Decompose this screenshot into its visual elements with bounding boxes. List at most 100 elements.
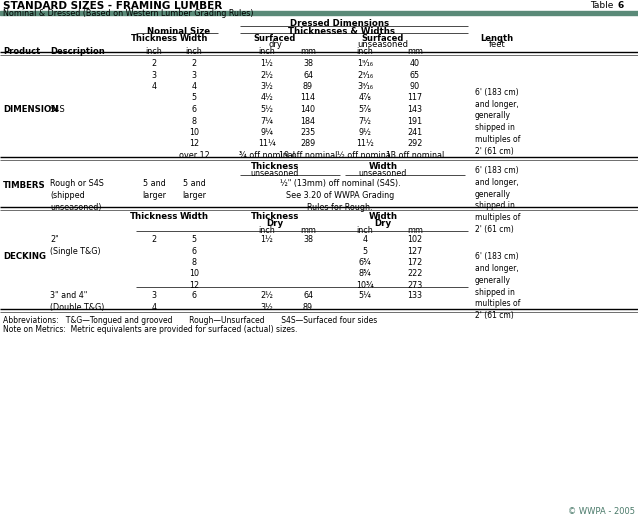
Text: 1½: 1½	[261, 235, 273, 244]
Text: 5¼: 5¼	[359, 292, 371, 300]
Text: 4½: 4½	[261, 94, 273, 103]
Text: dry: dry	[268, 40, 282, 49]
Text: 6' (183 cm)
and longer,
generally
shipped in
multiples of
2' (61 cm): 6' (183 cm) and longer, generally shippe…	[475, 88, 521, 156]
Text: 5 and
larger: 5 and larger	[182, 179, 206, 200]
Text: mm: mm	[407, 47, 423, 56]
Text: 6' (183 cm)
and longer,
generally
shipped in
multiples of
2' (61 cm): 6' (183 cm) and longer, generally shippe…	[475, 166, 521, 234]
Text: 11½: 11½	[356, 139, 374, 149]
Text: 4: 4	[362, 235, 367, 244]
Text: Surfaced: Surfaced	[254, 34, 296, 43]
Text: Product: Product	[3, 47, 40, 56]
Text: 89: 89	[303, 303, 313, 312]
Text: Width: Width	[369, 212, 397, 221]
Text: 38: 38	[303, 59, 313, 68]
Text: inch: inch	[258, 47, 276, 56]
Text: 38: 38	[303, 235, 313, 244]
Text: © WWPA - 2005: © WWPA - 2005	[568, 507, 635, 516]
Text: Width: Width	[180, 34, 208, 43]
Text: mm: mm	[300, 47, 316, 56]
Text: ½ off nominal: ½ off nominal	[337, 151, 393, 160]
Text: Dry: Dry	[375, 219, 392, 228]
Text: 172: 172	[408, 258, 422, 267]
Text: Thickness: Thickness	[251, 212, 299, 221]
Text: Nominal & Dressed (Based on Western Lumber Grading Rules): Nominal & Dressed (Based on Western Lumb…	[3, 8, 253, 18]
Text: Length: Length	[480, 34, 514, 43]
Text: 2: 2	[191, 59, 197, 68]
Text: Thickness: Thickness	[130, 212, 178, 221]
Text: inch: inch	[186, 47, 202, 56]
Text: 3: 3	[191, 70, 197, 79]
Text: 6: 6	[618, 1, 624, 10]
Text: 2: 2	[151, 235, 156, 244]
Text: 9½: 9½	[359, 128, 371, 137]
Text: unseasoned: unseasoned	[251, 169, 299, 178]
Text: 4: 4	[151, 303, 156, 312]
Text: 235: 235	[300, 128, 316, 137]
Text: 5½: 5½	[260, 105, 274, 114]
Text: 2½: 2½	[260, 70, 274, 79]
Bar	[0, 10, 638, 15]
Text: ½" (13mm) off nominal (S4S).
See 3.20 of WWPA Grading
Rules for Rough.: ½" (13mm) off nominal (S4S). See 3.20 of…	[279, 179, 400, 211]
Text: DECKING: DECKING	[3, 252, 46, 261]
Text: 4: 4	[151, 82, 156, 91]
Text: inch: inch	[258, 226, 276, 235]
Text: DIMENSION: DIMENSION	[3, 105, 58, 114]
Text: 4⅞: 4⅞	[359, 94, 371, 103]
Text: STANDARD SIZES - FRAMING LUMBER: STANDARD SIZES - FRAMING LUMBER	[3, 1, 222, 11]
Text: Width: Width	[369, 162, 397, 171]
Text: Thicknesses & Widths: Thicknesses & Widths	[288, 27, 394, 36]
Text: 140: 140	[300, 105, 316, 114]
Text: 19 off nominal: 19 off nominal	[279, 151, 338, 160]
Text: 5⅞: 5⅞	[359, 105, 371, 114]
Text: 1⁹⁄₁₆: 1⁹⁄₁₆	[357, 59, 373, 68]
Text: unseasoned: unseasoned	[357, 40, 408, 49]
Text: 289: 289	[300, 139, 316, 149]
Text: 1½: 1½	[261, 59, 273, 68]
Text: 89: 89	[303, 82, 313, 91]
Text: 2½: 2½	[260, 292, 274, 300]
Text: 90: 90	[410, 82, 420, 91]
Text: 184: 184	[300, 117, 316, 125]
Text: 241: 241	[408, 128, 422, 137]
Text: 6' (183 cm)
and longer,
generally
shipped in
multiples of
2' (61 cm): 6' (183 cm) and longer, generally shippe…	[475, 252, 521, 320]
Text: 8¾: 8¾	[359, 269, 371, 279]
Text: 7¼: 7¼	[260, 117, 274, 125]
Text: over 12: over 12	[179, 151, 209, 160]
Text: unseasoned: unseasoned	[359, 169, 407, 178]
Text: Note on Metrics:  Metric equivalents are provided for surfaced (actual) sizes.: Note on Metrics: Metric equivalents are …	[3, 325, 297, 334]
Text: 117: 117	[408, 94, 422, 103]
Text: 11¼: 11¼	[258, 139, 276, 149]
Text: 4: 4	[191, 82, 197, 91]
Text: 273: 273	[408, 281, 422, 290]
Text: 3½: 3½	[261, 82, 273, 91]
Text: 6: 6	[191, 247, 197, 255]
Text: 5 and
larger: 5 and larger	[142, 179, 166, 200]
Text: TIMBERS: TIMBERS	[3, 181, 46, 190]
Text: 8: 8	[191, 117, 197, 125]
Text: 10¾: 10¾	[356, 281, 374, 290]
Text: Rough or S4S
(shipped
unseasoned): Rough or S4S (shipped unseasoned)	[50, 179, 104, 211]
Text: Thickness: Thickness	[131, 34, 177, 43]
Text: 6¾: 6¾	[359, 258, 371, 267]
Text: 40: 40	[410, 59, 420, 68]
Text: 6: 6	[191, 292, 197, 300]
Text: 64: 64	[303, 292, 313, 300]
Text: 3⁹⁄₁₆: 3⁹⁄₁₆	[357, 82, 373, 91]
Text: 65: 65	[410, 70, 420, 79]
Text: 102: 102	[408, 235, 422, 244]
Text: 10: 10	[189, 128, 199, 137]
Text: 292: 292	[407, 139, 423, 149]
Text: 7½: 7½	[359, 117, 371, 125]
Text: 12: 12	[189, 139, 199, 149]
Text: 6: 6	[191, 105, 197, 114]
Text: 3½: 3½	[261, 303, 273, 312]
Text: Dry: Dry	[267, 219, 283, 228]
Text: mm: mm	[300, 226, 316, 235]
Text: Description: Description	[50, 47, 105, 56]
Text: 5: 5	[191, 235, 197, 244]
Text: feet: feet	[489, 40, 505, 49]
Text: inch: inch	[357, 47, 373, 56]
Text: Width: Width	[179, 212, 209, 221]
Text: Abbreviations:   T&G—Tongued and grooved       Rough—Unsurfaced       S4S—Surfac: Abbreviations: T&G—Tongued and grooved R…	[3, 316, 377, 325]
Text: 5: 5	[191, 94, 197, 103]
